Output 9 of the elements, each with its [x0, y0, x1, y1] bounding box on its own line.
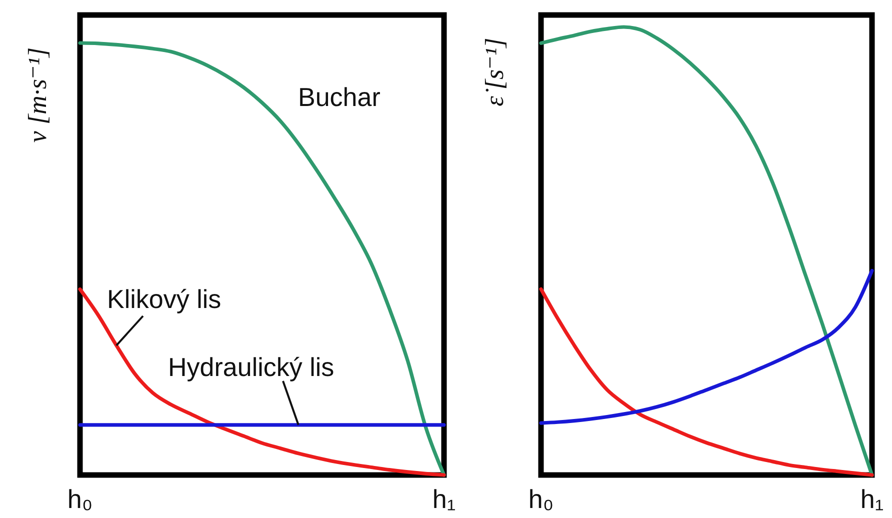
series-label: Hydraulický lis — [168, 352, 334, 382]
series-label: Buchar — [298, 82, 381, 112]
y-axis-title: ε̇ [s⁻¹] — [480, 38, 509, 106]
x-tick-label: h₁ — [432, 484, 456, 514]
y-axis-title: v [m·s⁻¹] — [22, 47, 52, 143]
series-label: Klikový lis — [107, 284, 222, 314]
x-tick-label: h₀ — [67, 484, 93, 514]
x-tick-label: h₁ — [860, 484, 884, 514]
x-tick-label: h₀ — [528, 484, 554, 514]
